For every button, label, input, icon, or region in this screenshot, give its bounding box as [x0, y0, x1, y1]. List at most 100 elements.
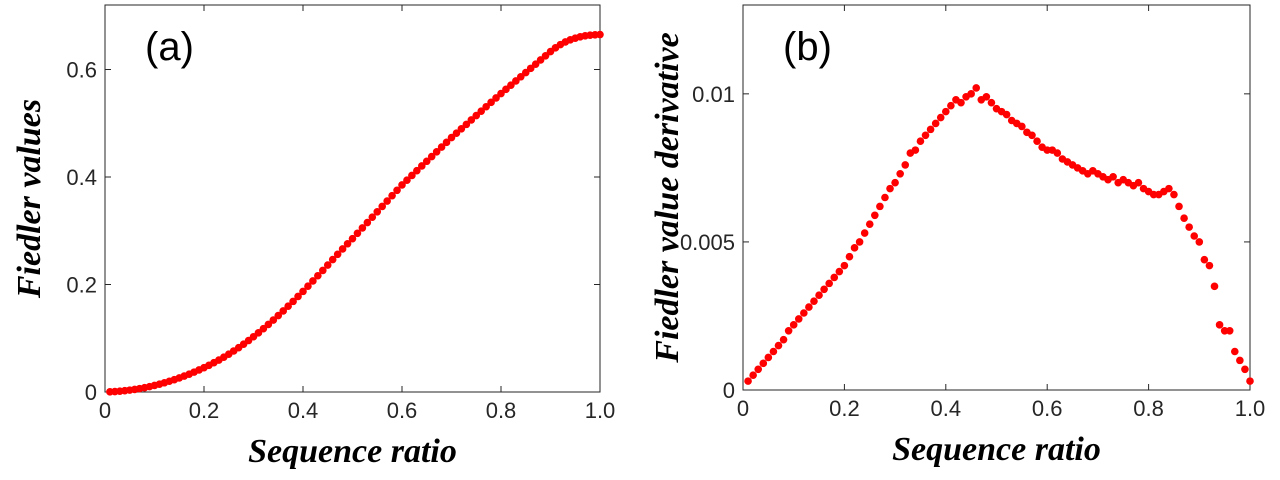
- x-axis-label: Sequence ratio: [892, 431, 1101, 468]
- point: [517, 72, 525, 81]
- point: [432, 147, 441, 156]
- point: [1225, 326, 1234, 335]
- point: [820, 285, 828, 294]
- plot-frame: [742, 4, 1251, 391]
- point: [507, 81, 515, 89]
- point: [259, 324, 268, 333]
- point: [1033, 137, 1041, 146]
- point: [403, 176, 411, 184]
- point: [815, 291, 823, 300]
- point: [447, 133, 456, 142]
- point: [982, 93, 991, 101]
- point: [759, 359, 768, 368]
- point: [840, 261, 849, 270]
- point: [972, 84, 981, 92]
- point: [865, 220, 874, 228]
- point: [1175, 202, 1183, 211]
- point: [294, 292, 302, 301]
- x-tick-label: 0.6: [387, 398, 418, 423]
- point: [1230, 347, 1239, 356]
- point: [521, 68, 530, 77]
- point: [1018, 122, 1026, 131]
- point: [764, 353, 773, 362]
- point: [876, 202, 884, 211]
- point: [442, 138, 451, 147]
- x-axis-label: Sequence ratio: [248, 433, 457, 470]
- point: [881, 193, 889, 202]
- point: [492, 94, 500, 102]
- point: [957, 98, 965, 107]
- point: [422, 157, 431, 166]
- point: [1215, 321, 1224, 329]
- point: [871, 211, 879, 220]
- y-axis-label: Fiedler values: [11, 99, 48, 299]
- point: [323, 261, 332, 269]
- point: [393, 186, 401, 195]
- point: [911, 146, 920, 154]
- point: [264, 320, 273, 329]
- point: [794, 315, 803, 323]
- point: [487, 98, 495, 107]
- point: [789, 321, 798, 329]
- point: [363, 218, 372, 227]
- y-tick-label: 0: [723, 378, 735, 403]
- point: [1241, 365, 1249, 374]
- x-tick-label: 0.8: [486, 398, 517, 423]
- point: [855, 238, 864, 246]
- point: [502, 85, 510, 94]
- point: [531, 60, 540, 68]
- point: [850, 244, 859, 252]
- point: [497, 89, 505, 98]
- point: [274, 311, 283, 320]
- point: [921, 131, 930, 140]
- point: [596, 30, 604, 39]
- point: [1185, 223, 1193, 231]
- point: [845, 252, 854, 261]
- point: [413, 166, 421, 175]
- point: [319, 266, 327, 275]
- point: [388, 191, 396, 200]
- point: [1236, 356, 1244, 365]
- point: [1170, 190, 1178, 199]
- point: [304, 282, 312, 291]
- point: [408, 171, 416, 180]
- point: [383, 197, 391, 205]
- point: [825, 279, 833, 288]
- point: [835, 267, 844, 276]
- x-tick-label: 0: [737, 396, 749, 421]
- point: [800, 309, 808, 317]
- point: [462, 120, 471, 129]
- point: [926, 125, 935, 134]
- point: [289, 297, 297, 306]
- point: [427, 152, 436, 161]
- point: [1028, 131, 1036, 140]
- point: [541, 51, 550, 60]
- point: [942, 107, 950, 116]
- point: [1246, 377, 1254, 385]
- point: [774, 341, 783, 350]
- y-axis-label: Fiedler value derivative: [649, 32, 686, 363]
- point: [536, 56, 545, 64]
- point: [477, 107, 486, 115]
- x-tick-label: 0.2: [189, 398, 220, 423]
- y-tick-label: 0.01: [692, 82, 735, 107]
- y-tick-label: 0.6: [66, 58, 97, 83]
- point: [512, 77, 520, 85]
- x-tick-label: 1.0: [1235, 396, 1266, 421]
- point: [967, 90, 975, 98]
- point: [901, 161, 910, 169]
- point: [373, 207, 382, 216]
- y-tick-label: 0: [85, 380, 97, 405]
- point: [931, 119, 940, 128]
- point: [936, 113, 945, 122]
- point: [860, 229, 869, 237]
- point: [284, 302, 292, 311]
- y-tick-label: 0.4: [66, 165, 97, 190]
- point: [754, 365, 763, 374]
- point: [1165, 184, 1173, 193]
- point: [886, 184, 894, 193]
- point: [805, 303, 813, 311]
- point: [784, 326, 793, 335]
- y-tick-label: 0.005: [680, 230, 735, 255]
